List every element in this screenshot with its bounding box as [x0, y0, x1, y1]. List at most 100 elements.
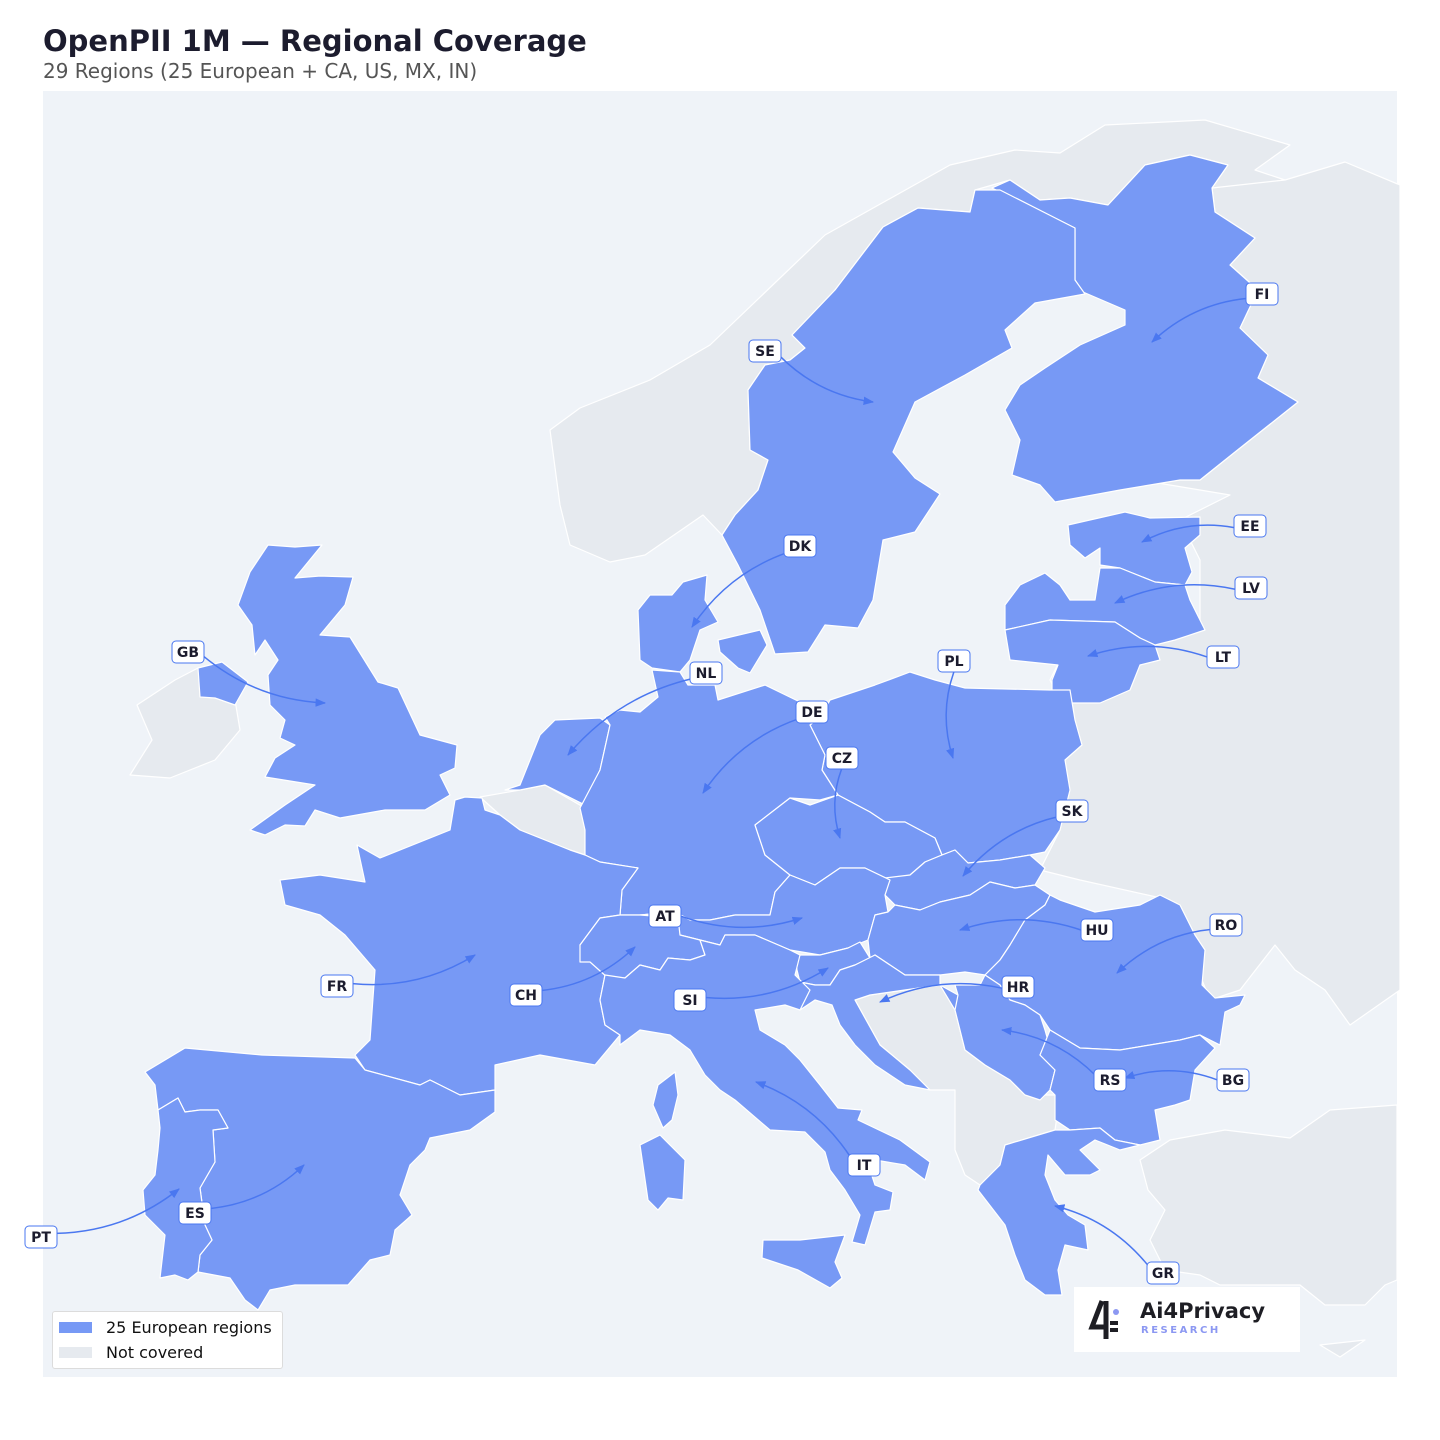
region-label-ro: RO [1209, 913, 1243, 937]
region-label-lv: LV [1234, 576, 1268, 600]
label-box [1001, 975, 1035, 999]
label-box [509, 983, 543, 1007]
label-arrow-lt [1087, 645, 1208, 658]
label-text: RS [1100, 1073, 1121, 1089]
region-label-pt: PT [24, 1225, 58, 1249]
uncovered-region-turkey [1139, 1104, 1398, 1306]
region-label-fi: FI [1245, 282, 1279, 306]
label-arrow-rs [1000, 1026, 1097, 1076]
label-box [1055, 799, 1089, 823]
label-arrow-hr [879, 982, 1003, 1003]
label-text: HR [1007, 980, 1030, 996]
label-arrow-ch [540, 946, 636, 992]
label-arrow-sk [962, 815, 1059, 877]
label-box [825, 746, 859, 770]
label-box [937, 649, 971, 673]
label-box [1234, 576, 1268, 600]
region-label-at: AT [648, 904, 682, 928]
label-arrow-nl [567, 677, 693, 756]
legend: 25 European regions Not covered [52, 1311, 283, 1369]
label-text: BG [1222, 1073, 1244, 1089]
label-arrow-hu [959, 918, 1082, 931]
label-text: NL [696, 666, 717, 682]
label-text: SE [755, 344, 775, 360]
region-label-bg: BG [1216, 1068, 1250, 1092]
label-arrow-it [755, 1081, 852, 1159]
label-text: CH [515, 988, 537, 1004]
region-label-rs: RS [1093, 1068, 1127, 1092]
region-dk [637, 574, 719, 673]
uncovered-region-cyprus [1319, 1339, 1366, 1358]
region-rs [954, 974, 1056, 1101]
region-label-hu: HU [1080, 918, 1114, 942]
label-box [1080, 918, 1114, 942]
region-lt [1004, 619, 1161, 704]
label-box [320, 974, 354, 998]
label-text: CZ [832, 751, 852, 767]
region-gb [197, 661, 249, 706]
label-arrow-fi [1151, 297, 1248, 343]
region-label-lt: LT [1206, 645, 1240, 669]
label-arrow-fr [352, 954, 476, 986]
region-it [639, 1134, 686, 1211]
label-box [1233, 514, 1267, 538]
label-text: SK [1062, 804, 1084, 820]
label-text: GR [1152, 1266, 1174, 1282]
label-text: PL [944, 654, 963, 670]
label-text: PT [31, 1230, 51, 1246]
label-text: DK [789, 539, 813, 555]
label-box [1093, 1068, 1127, 1092]
label-arrow-cz [833, 768, 843, 839]
label-text: ES [185, 1206, 205, 1222]
label-text: EE [1240, 519, 1259, 535]
region-label-es: ES [178, 1201, 212, 1225]
label-text: HU [1085, 923, 1108, 939]
label-box [1206, 645, 1240, 669]
label-arrow-ro [1116, 928, 1212, 974]
label-arrow-dk [691, 551, 788, 628]
logo-mark-icon [1088, 1300, 1119, 1339]
page-title: OpenPII 1M — Regional Coverage [43, 24, 587, 58]
label-arrow-pl [945, 671, 955, 759]
label-box [748, 339, 782, 363]
label-box [1245, 282, 1279, 306]
label-text: FR [327, 979, 348, 995]
label-box [1146, 1261, 1180, 1285]
region-hr [794, 954, 1001, 1091]
label-arrow-es [209, 1164, 305, 1210]
label-arrow-gb [202, 655, 327, 707]
label-arrow-bg [1124, 1070, 1218, 1081]
label-box [648, 904, 682, 928]
label-arrow-pt [56, 1188, 180, 1235]
label-text: SI [682, 993, 697, 1009]
label-arrow-gr [1053, 1204, 1150, 1268]
label-text: LV [1242, 581, 1260, 597]
label-box [689, 661, 723, 685]
region-label-dk: DK [783, 534, 817, 558]
region-label-nl: NL [689, 661, 723, 685]
label-box [795, 700, 829, 724]
region-label-sk: SK [1055, 799, 1089, 823]
region-label-si: SI [673, 988, 707, 1012]
legend-swatch-covered [59, 1322, 92, 1333]
label-box [1216, 1068, 1250, 1092]
region-label-gr: GR [1146, 1261, 1180, 1285]
label-arrow-se [778, 355, 875, 405]
label-text: IT [857, 1158, 872, 1174]
label-box [673, 988, 707, 1012]
region-label-it: IT [847, 1153, 881, 1177]
logo-name: Ai4Privacy [1140, 1299, 1266, 1323]
region-label-ee: EE [1233, 514, 1267, 538]
uncovered-region-ireland [129, 667, 241, 779]
legend-item-covered: 25 European regions [59, 1318, 272, 1337]
label-text: AT [655, 909, 675, 925]
region-label-ch: CH [509, 983, 543, 1007]
legend-label: Not covered [106, 1343, 204, 1362]
region-label-se: SE [748, 339, 782, 363]
label-arrow-at [680, 915, 803, 929]
region-label-de: DE [795, 700, 829, 724]
label-box [847, 1153, 881, 1177]
label-arrow-de [702, 717, 800, 794]
label-box [24, 1225, 58, 1249]
